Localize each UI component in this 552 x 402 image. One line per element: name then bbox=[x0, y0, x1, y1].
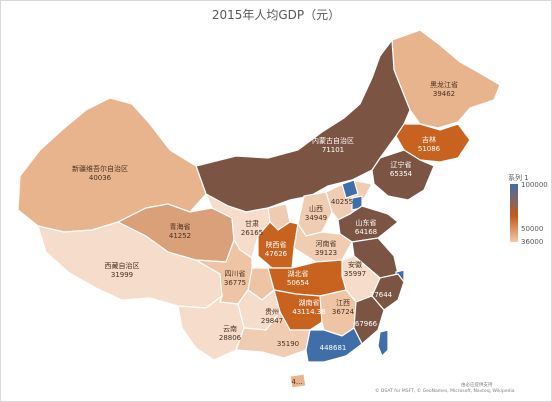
region-shaanxi bbox=[257, 221, 299, 269]
label-hubei-value: 50654 bbox=[287, 279, 310, 287]
legend-mid-label: 50000 bbox=[521, 225, 544, 233]
label-shandong-name: 山东省 bbox=[356, 218, 377, 227]
chart-title: 2015年人均GDP（元） bbox=[211, 8, 341, 22]
label-heilongjiang-name: 黑龙江省 bbox=[430, 80, 458, 89]
label-xizang-value: 31999 bbox=[111, 271, 133, 279]
label-neimenggu-name: 内蒙古自治区 bbox=[312, 136, 354, 145]
label-gansu-value: 26165 bbox=[241, 229, 263, 237]
attribution-sources: © GeoNames, Microsoft, Navteq, Wikipedia bbox=[416, 389, 515, 394]
label-anhui-value: 35997 bbox=[344, 270, 366, 278]
region-sichuan bbox=[195, 238, 253, 305]
label-shanxi-value: 34949 bbox=[305, 214, 327, 222]
region-jilin bbox=[395, 123, 471, 163]
region-guangdong bbox=[305, 327, 363, 363]
legend-max-label: 100000 bbox=[521, 181, 548, 189]
legend-color-bar bbox=[510, 184, 518, 242]
label-hainan-value: 4... bbox=[291, 378, 302, 386]
attribution-credits: © DSAT for MSFT, © GeoNames, Microsoft, … bbox=[375, 389, 514, 394]
label-yunnan-value: 28806 bbox=[219, 334, 242, 342]
region-gansu bbox=[204, 192, 271, 259]
label-shaanxi-value: 47626 bbox=[265, 250, 288, 258]
label-hubei-name: 湖北省 bbox=[288, 269, 309, 278]
label-zhejiang-value: 67966 bbox=[355, 320, 378, 328]
label-hebei-value: 40255 bbox=[331, 198, 353, 206]
label-hunan-name: 湖南省 bbox=[299, 298, 320, 307]
label-sichuan-value: 36775 bbox=[224, 279, 246, 287]
label-jiangsu-value: 77644 bbox=[370, 291, 393, 299]
label-xizang-name: 西藏自治区 bbox=[105, 261, 140, 270]
legend-min-label: 36000 bbox=[521, 238, 544, 246]
label-xinjiang-name: 新疆维吾尔自治区 bbox=[72, 164, 128, 173]
label-jiangxi-name: 江西 bbox=[336, 299, 350, 307]
attribution-prefix: © DSAT for MSFT, bbox=[375, 389, 416, 394]
legend-title: 系列 1 bbox=[508, 174, 529, 182]
label-shandong-value: 64168 bbox=[355, 228, 377, 236]
label-xinjiang-value: 40036 bbox=[89, 174, 112, 182]
label-liaoning-value: 65354 bbox=[390, 170, 413, 178]
label-qinghai-value: 41252 bbox=[169, 232, 191, 240]
label-jiangxi-value: 36724 bbox=[332, 308, 355, 316]
label-gansu-name: 甘肃 bbox=[245, 219, 259, 228]
label-shanxi-name: 山西 bbox=[309, 204, 323, 213]
label-yunnan-name: 云南 bbox=[223, 324, 237, 333]
label-guizhou-value: 29847 bbox=[261, 317, 283, 325]
label-hunan-value: 43114.38 bbox=[292, 308, 325, 316]
label-shaanxi-name: 陕西省 bbox=[266, 240, 287, 249]
label-liaoning-name: 辽宁省 bbox=[391, 160, 412, 169]
region-hainan bbox=[289, 373, 307, 389]
label-guangxi-value: 35190 bbox=[277, 340, 299, 348]
label-heilongjiang-value: 39462 bbox=[433, 90, 455, 98]
label-henan-name: 河南省 bbox=[316, 239, 337, 248]
label-guangdong-value: 448681 bbox=[320, 344, 347, 352]
region-taiwan bbox=[377, 329, 389, 358]
label-neimenggu-value: 71101 bbox=[322, 146, 344, 154]
label-jilin-name: 吉林 bbox=[422, 135, 436, 144]
label-sichuan-name: 四川省 bbox=[225, 269, 246, 278]
label-henan-value: 39123 bbox=[315, 249, 337, 257]
label-guizhou-name: 贵州 bbox=[265, 307, 279, 316]
region-beijing bbox=[341, 179, 359, 199]
attribution-powered-by: 由必应提供支持 bbox=[461, 383, 493, 388]
region-liaoning bbox=[371, 149, 435, 201]
label-anhui-name: 安徽 bbox=[348, 260, 362, 269]
label-qinghai-name: 青海省 bbox=[170, 222, 191, 231]
label-jilin-value: 51086 bbox=[418, 145, 441, 153]
